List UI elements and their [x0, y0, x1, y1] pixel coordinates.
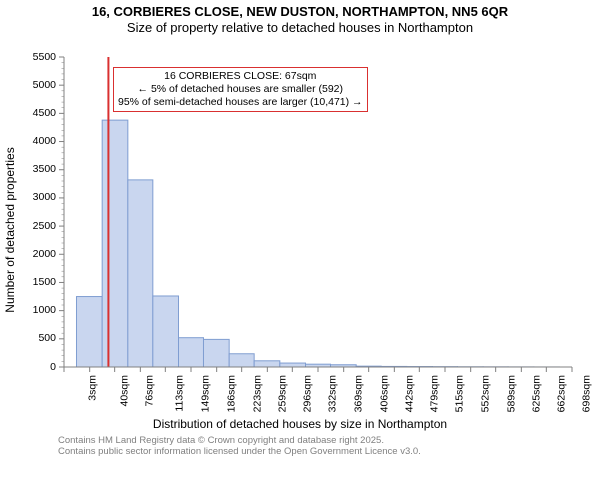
x-tick: 625sqm [530, 375, 542, 412]
x-tick: 113sqm [174, 375, 186, 412]
footer-line-2: Contains public sector information licen… [58, 446, 600, 458]
title-line-1: 16, CORBIERES CLOSE, NEW DUSTON, NORTHAM… [0, 4, 600, 20]
x-tick: 698sqm [581, 375, 593, 412]
x-tick: 442sqm [403, 375, 415, 412]
y-axis-label: Number of detached properties [3, 147, 17, 312]
x-tick: 223sqm [251, 375, 263, 412]
histogram-chart: Number of detached properties 16 CORBIER… [58, 45, 578, 415]
x-tick: 552sqm [479, 375, 491, 412]
x-tick: 3sqm [87, 375, 99, 401]
x-tick: 149sqm [200, 375, 212, 412]
y-tick: 500 [38, 332, 56, 344]
x-tick: 40sqm [118, 375, 130, 407]
chart-title: 16, CORBIERES CLOSE, NEW DUSTON, NORTHAM… [0, 0, 600, 37]
x-tick: 296sqm [302, 375, 314, 412]
y-tick: 1500 [33, 276, 56, 288]
y-tick: 4500 [33, 107, 56, 119]
x-tick: 589sqm [505, 375, 517, 412]
x-tick: 406sqm [378, 375, 390, 412]
y-tick: 2500 [33, 220, 56, 232]
x-tick: 76sqm [143, 375, 155, 407]
y-tick: 2000 [33, 248, 56, 260]
x-tick: 369sqm [352, 375, 364, 412]
y-tick: 5000 [33, 79, 56, 91]
y-tick: 5500 [33, 51, 56, 63]
x-tick: 479sqm [429, 375, 441, 412]
x-tick: 332sqm [327, 375, 339, 412]
title-line-2: Size of property relative to detached ho… [0, 20, 600, 36]
y-tick: 1000 [33, 304, 56, 316]
y-tick: 0 [50, 361, 56, 373]
annotation-line-3: 95% of semi-detached houses are larger (… [118, 96, 363, 109]
y-tick: 3500 [33, 163, 56, 175]
x-tick: 662sqm [556, 375, 568, 412]
property-annotation-box: 16 CORBIERES CLOSE: 67sqm← 5% of detache… [113, 67, 368, 112]
x-tick: 259sqm [276, 375, 288, 412]
annotation-line-1: 16 CORBIERES CLOSE: 67sqm [118, 70, 363, 83]
x-tick: 515sqm [454, 375, 466, 412]
annotation-line-2: ← 5% of detached houses are smaller (592… [118, 83, 363, 96]
y-tick: 4000 [33, 135, 56, 147]
attribution-footer: Contains HM Land Registry data © Crown c… [58, 435, 600, 459]
y-tick: 3000 [33, 191, 56, 203]
x-axis-label: Distribution of detached houses by size … [0, 417, 600, 431]
x-tick: 186sqm [225, 375, 237, 412]
footer-line-1: Contains HM Land Registry data © Crown c… [58, 435, 600, 447]
